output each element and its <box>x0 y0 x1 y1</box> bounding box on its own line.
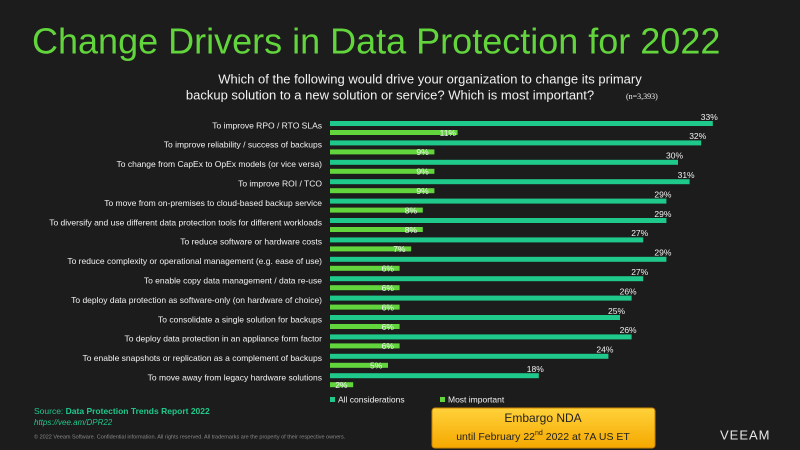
chart-title: Change Drivers in Data Protection for 20… <box>32 21 720 62</box>
category-label: To diversify and use different data prot… <box>49 217 322 227</box>
legend-label: All considerations <box>338 394 405 404</box>
bar <box>330 343 400 349</box>
embargo-text: until February 22 <box>456 431 535 443</box>
value-label: 30% <box>666 151 683 161</box>
value-label: 29% <box>654 248 671 258</box>
value-label: 18% <box>527 364 544 374</box>
bar <box>330 198 667 204</box>
value-label: 6% <box>382 283 395 293</box>
bar <box>330 140 702 146</box>
category-label: To deploy data protection in an applianc… <box>124 334 322 344</box>
value-label: 8% <box>405 225 418 235</box>
value-label: 8% <box>405 205 418 215</box>
source-url: https://vee.am/DPR22 <box>34 418 113 427</box>
value-label: 29% <box>654 209 671 219</box>
value-label: 26% <box>620 325 637 335</box>
value-label: 9% <box>416 186 429 196</box>
embargo-date: until February 22nd 2022 at 7A US ET <box>456 430 630 443</box>
value-label: 2% <box>335 380 348 390</box>
embargo-text: 2022 at 7A US ET <box>543 431 631 443</box>
bar <box>330 179 690 185</box>
source-name: Data Protection Trends Report 2022 <box>66 406 210 416</box>
bar <box>330 304 400 310</box>
value-label: 31% <box>678 170 695 180</box>
value-label: 29% <box>654 189 671 199</box>
bar <box>330 285 400 291</box>
value-label: 27% <box>631 267 648 277</box>
legend-swatch <box>330 397 335 402</box>
embargo-box <box>431 407 656 449</box>
value-label: 9% <box>416 167 429 177</box>
bar <box>330 237 644 243</box>
value-label: 27% <box>631 228 648 238</box>
bar <box>330 295 632 301</box>
value-label: 6% <box>382 322 395 332</box>
bar <box>330 324 400 329</box>
source: Source: Data Protection Trends Report 20… <box>34 406 210 416</box>
bar <box>330 149 435 155</box>
value-label: 6% <box>382 264 395 274</box>
category-label: To enable snapshots or replication as a … <box>82 353 322 363</box>
category-label: To move from on-premises to cloud-based … <box>104 198 322 208</box>
value-label: 6% <box>382 341 395 351</box>
bar <box>330 362 388 368</box>
subtitle: backup solution to a new solution or ser… <box>186 87 594 102</box>
embargo-title: Embargo NDA <box>504 411 581 425</box>
plot: To improve RPO / RTO SLAs 33% 11% To improv… <box>49 112 718 405</box>
legend-label: Most important <box>448 394 505 404</box>
bar <box>330 334 632 340</box>
value-label: 11% <box>440 128 457 138</box>
value-label: 26% <box>620 286 637 296</box>
category-label: To change from CapEx to OpEx models (or … <box>117 159 323 169</box>
category-label: To enable copy data management / data re… <box>144 275 322 285</box>
category-label: To move away from legacy hardware soluti… <box>148 372 322 382</box>
bar <box>330 246 412 252</box>
bar <box>330 218 667 223</box>
bar <box>330 276 644 282</box>
logo: VEEAM <box>720 427 771 442</box>
legend-swatch <box>440 397 445 402</box>
category-label: To improve ROI / TCO <box>238 178 322 188</box>
bar <box>330 382 354 388</box>
bar <box>330 227 423 232</box>
category-label: To improve RPO / RTO SLAs <box>212 120 322 130</box>
bar <box>330 353 609 359</box>
bar <box>330 315 620 320</box>
value-label: 33% <box>701 112 718 122</box>
value-label: 9% <box>416 147 429 157</box>
category-label: To deploy data protection as software-on… <box>71 295 322 305</box>
value-label: 25% <box>608 306 625 316</box>
bar <box>330 188 435 194</box>
category-label: To improve reliability / success of back… <box>164 140 322 150</box>
note: (n=3,393) <box>626 92 658 101</box>
source-label: Source: <box>34 406 63 416</box>
bar <box>330 373 539 379</box>
copyright: © 2022 Veeam Software. Confidential info… <box>34 433 346 440</box>
value-label: 6% <box>382 302 395 312</box>
bar <box>330 207 423 213</box>
category-label: To reduce complexity or operational mana… <box>67 256 322 266</box>
bar <box>330 159 678 165</box>
value-label: 7% <box>393 244 406 254</box>
category-label: To consolidate a single solution for bac… <box>158 314 322 324</box>
value-label: 5% <box>370 361 383 371</box>
bar <box>330 121 713 126</box>
bar <box>330 130 458 135</box>
bar <box>330 168 435 174</box>
subtitle: Which of the following would drive your … <box>218 71 642 86</box>
value-label: 24% <box>596 345 613 355</box>
bar <box>330 265 400 271</box>
category-label: To reduce software or hardware costs <box>180 237 322 247</box>
value-label: 32% <box>689 131 706 141</box>
embargo-sup: nd <box>535 430 543 437</box>
bar <box>330 256 667 262</box>
